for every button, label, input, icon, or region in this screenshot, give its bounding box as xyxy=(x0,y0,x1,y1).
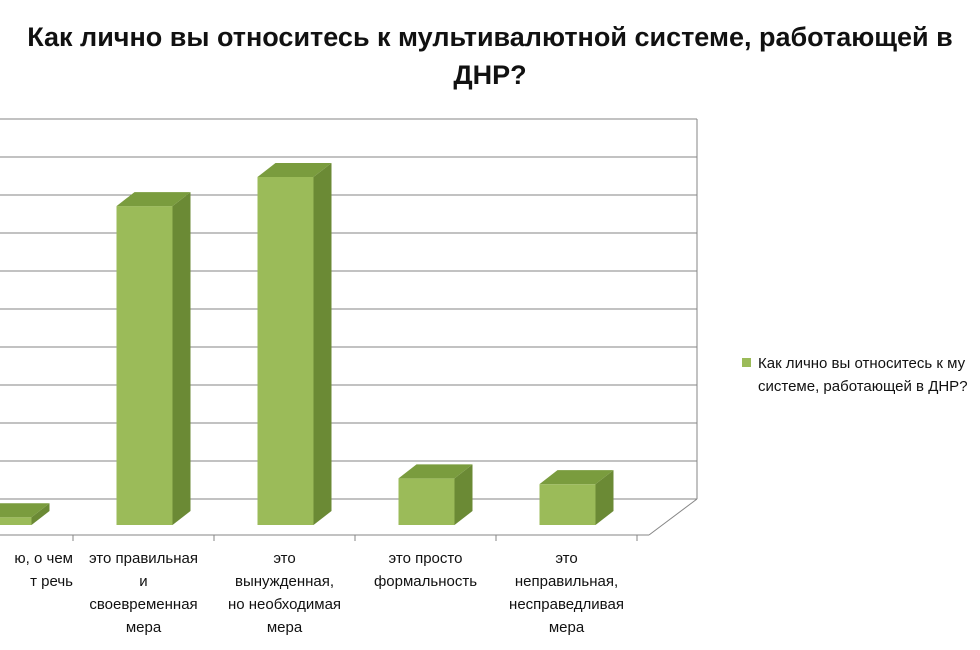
bar-side xyxy=(31,503,50,525)
x-tick-label: это вынужденная, но необходимая мера xyxy=(227,550,342,636)
bar-front xyxy=(0,517,32,525)
bar-top xyxy=(0,503,50,518)
legend-label: Как лично вы относитесь к му системе, ра… xyxy=(758,355,968,395)
bar-front xyxy=(116,206,173,525)
x-tick-label: это неправильная, несправедливая мера xyxy=(509,550,624,636)
bar-top xyxy=(398,464,473,479)
bar-front xyxy=(257,176,314,525)
bar-top xyxy=(257,162,332,177)
bar-top xyxy=(539,470,614,485)
bar-side xyxy=(313,162,332,525)
floor-edge xyxy=(648,498,698,536)
bar-side xyxy=(454,464,473,525)
bar-side xyxy=(172,192,191,525)
legend-swatch xyxy=(742,358,751,367)
x-tick-label: это правильная и своевременная мера xyxy=(88,550,198,636)
bar-front xyxy=(398,478,455,525)
x-tick-label: ю, о чем т речь xyxy=(14,550,73,590)
bar-side xyxy=(595,470,614,525)
chart-title: Как лично вы относитесь к мультивалютной… xyxy=(27,22,953,90)
bar-top xyxy=(116,192,191,207)
x-tick-label: это просто формальность xyxy=(373,550,478,590)
bar-front xyxy=(539,484,596,525)
